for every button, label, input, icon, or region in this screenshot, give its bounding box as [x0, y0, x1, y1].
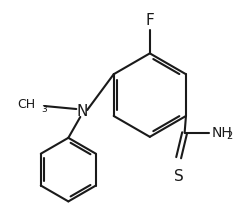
Text: 3: 3 — [42, 104, 47, 114]
Text: CH: CH — [17, 97, 36, 110]
Text: S: S — [174, 169, 184, 184]
Text: NH: NH — [212, 126, 232, 140]
Text: F: F — [145, 13, 154, 28]
Text: 2: 2 — [226, 131, 233, 141]
Text: N: N — [77, 104, 88, 119]
